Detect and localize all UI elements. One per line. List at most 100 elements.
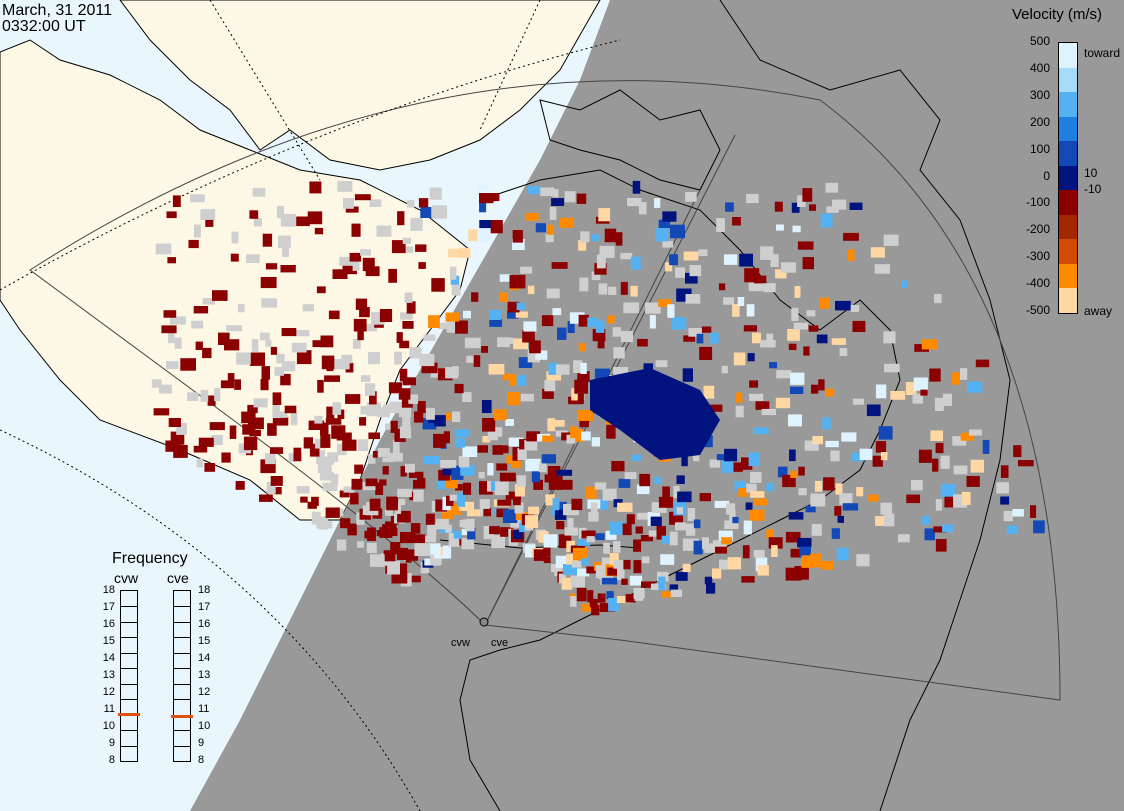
velocity-cell (749, 393, 764, 401)
velocity-cell (814, 480, 823, 492)
velocity-cell (519, 522, 527, 533)
velocity-cell (390, 542, 401, 555)
velocity-cell (481, 346, 488, 353)
velocity-cell (723, 297, 735, 305)
velocity-cell (613, 367, 629, 376)
velocity-cell (591, 604, 600, 616)
velocity-cell (377, 447, 390, 458)
velocity-cell (281, 361, 296, 372)
velocity-cell (272, 392, 282, 405)
velocity-cell (528, 186, 541, 195)
grid-line (0, 429, 421, 811)
velocity-cell (591, 234, 599, 242)
velocity-cell (836, 547, 849, 561)
velocity-cell (166, 361, 179, 369)
velocity-cell (281, 328, 297, 337)
velocity-cell (590, 502, 598, 514)
velocity-cell (819, 297, 830, 309)
velocity-cell (960, 368, 968, 380)
velocity-cell (669, 584, 678, 591)
velocity-cell (261, 366, 270, 380)
velocity-cell (662, 211, 677, 222)
velocity-cell (930, 430, 943, 441)
freq-scale-label: 18 (198, 584, 211, 596)
freq-grid-line (174, 621, 190, 623)
velocity-cell (251, 339, 259, 352)
velocity-cell (960, 432, 975, 441)
velocity-cell (267, 423, 277, 436)
velocity-cell (1030, 505, 1037, 518)
velocity-cell (755, 557, 768, 572)
velocity-cell (790, 548, 802, 558)
velocity-cell (494, 409, 507, 421)
velocity-cell (545, 494, 555, 506)
velocity-cell (746, 193, 759, 203)
velocity-cell (605, 530, 617, 540)
velocity-cell (345, 206, 359, 213)
velocity-cell (462, 392, 472, 402)
velocity-cell (262, 233, 273, 247)
velocity-cell (311, 496, 319, 506)
velocity-cell (478, 184, 488, 190)
velocity-cell (490, 220, 503, 234)
velocity-cell (353, 318, 367, 332)
velocity-cell (733, 462, 743, 472)
velocity-cell (387, 452, 403, 462)
velocity-cell (417, 401, 426, 413)
velocity-cell (633, 539, 642, 552)
velocity-cell (172, 195, 181, 207)
velocity-cell (630, 256, 641, 270)
inner-top-label: 10 (1084, 166, 1098, 180)
velocity-cell (320, 434, 331, 448)
velocity-cell (911, 480, 923, 491)
velocity-cell (502, 373, 511, 381)
velocity-cell (551, 262, 568, 269)
velocity-color-segment (1059, 214, 1077, 240)
velocity-cell (303, 437, 313, 449)
velocity-cell (661, 535, 676, 544)
velocity-cell (218, 332, 230, 345)
velocity-cell (520, 393, 534, 402)
velocity-cell (462, 446, 478, 457)
freq-grid-line (121, 699, 137, 701)
velocity-cell (935, 499, 942, 511)
velocity-cell (253, 398, 268, 408)
velocity-cell (556, 521, 565, 530)
velocity-cell (445, 367, 459, 379)
velocity-cell (658, 576, 666, 590)
velocity-cell (325, 418, 342, 425)
velocity-cell (597, 340, 605, 349)
velocity-cell (479, 229, 491, 242)
velocity-cell (499, 472, 516, 482)
velocity-cell (427, 523, 437, 536)
velocity-cell (467, 509, 483, 517)
velocity-cell (399, 368, 408, 382)
velocity-cell (166, 211, 177, 219)
velocity-cell (580, 362, 587, 374)
velocity-cell (357, 541, 364, 548)
velocity-cell (397, 488, 412, 497)
velocity-cell (527, 285, 535, 295)
freq-grid-line (174, 637, 190, 639)
velocity-cell (788, 512, 804, 520)
velocity-cell (581, 558, 589, 566)
velocity-cell (793, 322, 808, 330)
velocity-cell (302, 304, 315, 312)
velocity-cell (830, 450, 840, 462)
velocity-cell (359, 307, 370, 318)
velocity-cell (613, 347, 625, 359)
velocity-cell (505, 419, 514, 426)
velocity-cell (760, 246, 774, 260)
velocity-cell (587, 590, 594, 603)
velocity-cell (685, 192, 697, 202)
velocity-cell (322, 482, 338, 492)
velocity-cell (745, 502, 753, 510)
velocity-cell (577, 409, 593, 421)
velocity-cell (194, 224, 201, 238)
velocity-color-segment (1059, 92, 1077, 117)
velocity-cell (612, 327, 621, 337)
velocity-tick: -500 (1025, 303, 1050, 317)
velocity-tick: 500 (1029, 34, 1050, 48)
velocity-cell (883, 331, 896, 344)
velocity-cell (248, 417, 264, 430)
